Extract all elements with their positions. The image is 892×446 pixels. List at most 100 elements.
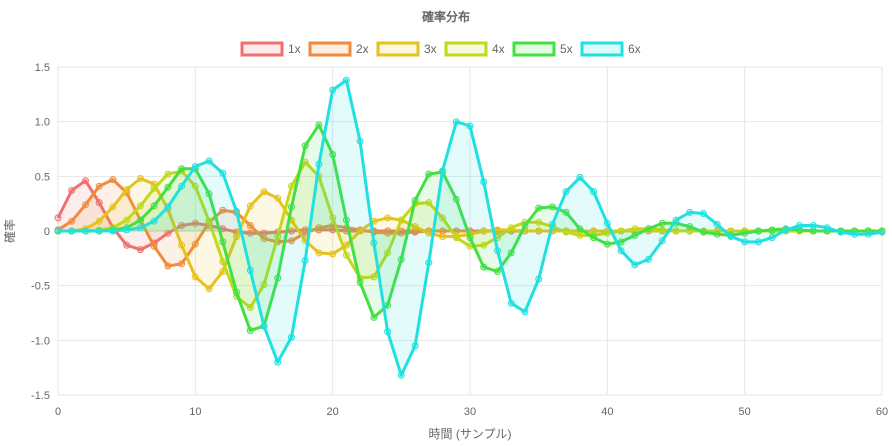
data-point[interactable] — [411, 223, 419, 231]
data-point[interactable] — [274, 358, 282, 366]
data-point[interactable] — [150, 184, 158, 192]
data-point[interactable] — [315, 224, 323, 232]
data-point[interactable] — [246, 266, 254, 274]
data-point[interactable] — [507, 299, 515, 307]
data-point[interactable] — [700, 210, 707, 217]
data-point[interactable] — [617, 227, 625, 235]
data-point[interactable] — [136, 175, 144, 182]
data-point[interactable] — [809, 222, 817, 229]
data-point[interactable] — [136, 224, 144, 232]
data-point[interactable] — [178, 260, 186, 268]
data-point[interactable] — [109, 203, 117, 211]
data-point[interactable] — [617, 247, 625, 255]
data-point[interactable] — [342, 76, 350, 84]
data-point[interactable] — [521, 222, 529, 229]
data-point[interactable] — [246, 229, 254, 237]
data-point[interactable] — [288, 237, 295, 245]
data-point[interactable] — [178, 241, 186, 249]
data-point[interactable] — [384, 229, 392, 237]
data-point[interactable] — [95, 182, 103, 190]
data-point[interactable] — [54, 227, 62, 235]
data-point[interactable] — [95, 227, 103, 235]
data-point[interactable] — [82, 201, 89, 209]
legend-item-6x[interactable]: 6x — [580, 41, 641, 57]
data-point[interactable] — [727, 233, 735, 240]
data-point[interactable] — [191, 163, 199, 170]
data-point[interactable] — [178, 165, 186, 173]
data-point[interactable] — [191, 219, 199, 227]
data-point[interactable] — [672, 227, 680, 235]
data-point[interactable] — [370, 273, 378, 281]
data-point[interactable] — [260, 235, 268, 243]
data-point[interactable] — [397, 371, 405, 379]
data-point[interactable] — [782, 226, 790, 234]
data-point[interactable] — [233, 288, 240, 296]
data-point[interactable] — [548, 203, 556, 211]
data-point[interactable] — [68, 227, 76, 235]
data-point[interactable] — [370, 313, 378, 321]
data-point[interactable] — [82, 177, 89, 185]
data-point[interactable] — [713, 220, 721, 228]
data-point[interactable] — [246, 327, 254, 334]
data-point[interactable] — [425, 259, 433, 267]
data-point[interactable] — [260, 188, 268, 196]
data-point[interactable] — [590, 234, 598, 242]
data-point[interactable] — [521, 308, 529, 316]
data-point[interactable] — [700, 228, 707, 236]
data-point[interactable] — [686, 223, 694, 231]
data-point[interactable] — [274, 274, 282, 282]
data-point[interactable] — [329, 214, 337, 222]
legend-item-2x[interactable]: 2x — [308, 41, 369, 57]
data-point[interactable] — [246, 222, 254, 229]
data-point[interactable] — [535, 218, 543, 226]
data-point[interactable] — [260, 322, 268, 330]
data-point[interactable] — [851, 230, 858, 238]
data-point[interactable] — [54, 214, 62, 222]
data-point[interactable] — [768, 234, 776, 242]
data-point[interactable] — [603, 219, 611, 227]
data-point[interactable] — [590, 188, 598, 196]
data-point[interactable] — [425, 170, 433, 178]
data-point[interactable] — [233, 233, 240, 240]
data-point[interactable] — [603, 229, 611, 237]
data-point[interactable] — [397, 216, 405, 224]
data-point[interactable] — [164, 183, 172, 191]
data-point[interactable] — [356, 227, 364, 235]
data-point[interactable] — [466, 122, 474, 130]
legend-item-3x[interactable]: 3x — [376, 41, 437, 57]
data-point[interactable] — [535, 204, 543, 212]
data-point[interactable] — [631, 261, 639, 269]
data-point[interactable] — [219, 258, 227, 266]
data-point[interactable] — [713, 230, 721, 238]
data-point[interactable] — [494, 268, 501, 275]
data-point[interactable] — [68, 217, 76, 225]
data-point[interactable] — [480, 263, 488, 271]
data-point[interactable] — [576, 225, 584, 233]
data-point[interactable] — [452, 234, 460, 242]
data-point[interactable] — [219, 206, 227, 214]
data-point[interactable] — [535, 275, 543, 283]
data-point[interactable] — [109, 176, 117, 184]
data-point[interactable] — [384, 328, 392, 336]
data-point[interactable] — [164, 170, 172, 178]
data-point[interactable] — [178, 182, 186, 190]
data-point[interactable] — [411, 342, 419, 350]
data-point[interactable] — [205, 285, 213, 293]
data-point[interactable] — [274, 233, 282, 240]
data-point[interactable] — [123, 186, 131, 193]
data-point[interactable] — [95, 217, 103, 225]
data-point[interactable] — [274, 194, 282, 202]
data-point[interactable] — [329, 250, 337, 258]
data-point[interactable] — [480, 178, 488, 186]
data-point[interactable] — [164, 262, 172, 270]
data-point[interactable] — [301, 142, 309, 150]
data-point[interactable] — [741, 238, 749, 246]
data-point[interactable] — [411, 196, 419, 204]
legend-item-4x[interactable]: 4x — [444, 41, 505, 57]
data-point[interactable] — [356, 278, 364, 286]
data-point[interactable] — [658, 219, 666, 227]
data-point[interactable] — [288, 182, 295, 190]
data-point[interactable] — [301, 257, 309, 264]
data-point[interactable] — [109, 227, 117, 235]
data-point[interactable] — [315, 121, 323, 129]
